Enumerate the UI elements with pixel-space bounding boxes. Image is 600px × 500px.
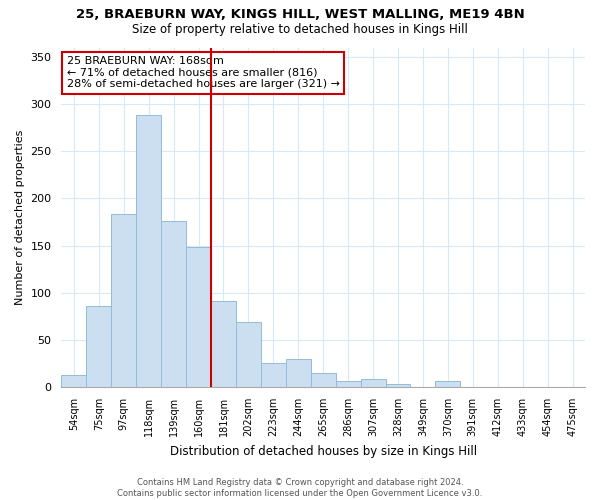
Bar [361,378,386,387]
Bar [236,322,261,387]
Bar [286,359,311,387]
Bar [386,384,410,387]
Bar [261,362,286,387]
Bar [186,248,211,387]
Bar [311,373,335,387]
Text: Contains HM Land Registry data © Crown copyright and database right 2024.
Contai: Contains HM Land Registry data © Crown c… [118,478,482,498]
Text: 25, BRAEBURN WAY, KINGS HILL, WEST MALLING, ME19 4BN: 25, BRAEBURN WAY, KINGS HILL, WEST MALLI… [76,8,524,20]
Text: 25 BRAEBURN WAY: 168sqm
← 71% of detached houses are smaller (816)
28% of semi-d: 25 BRAEBURN WAY: 168sqm ← 71% of detache… [67,56,340,89]
Bar [61,375,86,387]
Bar [86,306,111,387]
Bar [136,116,161,387]
Bar [161,221,186,387]
Bar [436,382,460,387]
Bar [211,301,236,387]
X-axis label: Distribution of detached houses by size in Kings Hill: Distribution of detached houses by size … [170,444,477,458]
Y-axis label: Number of detached properties: Number of detached properties [15,130,25,305]
Bar [335,382,361,387]
Bar [111,214,136,387]
Text: Size of property relative to detached houses in Kings Hill: Size of property relative to detached ho… [132,22,468,36]
